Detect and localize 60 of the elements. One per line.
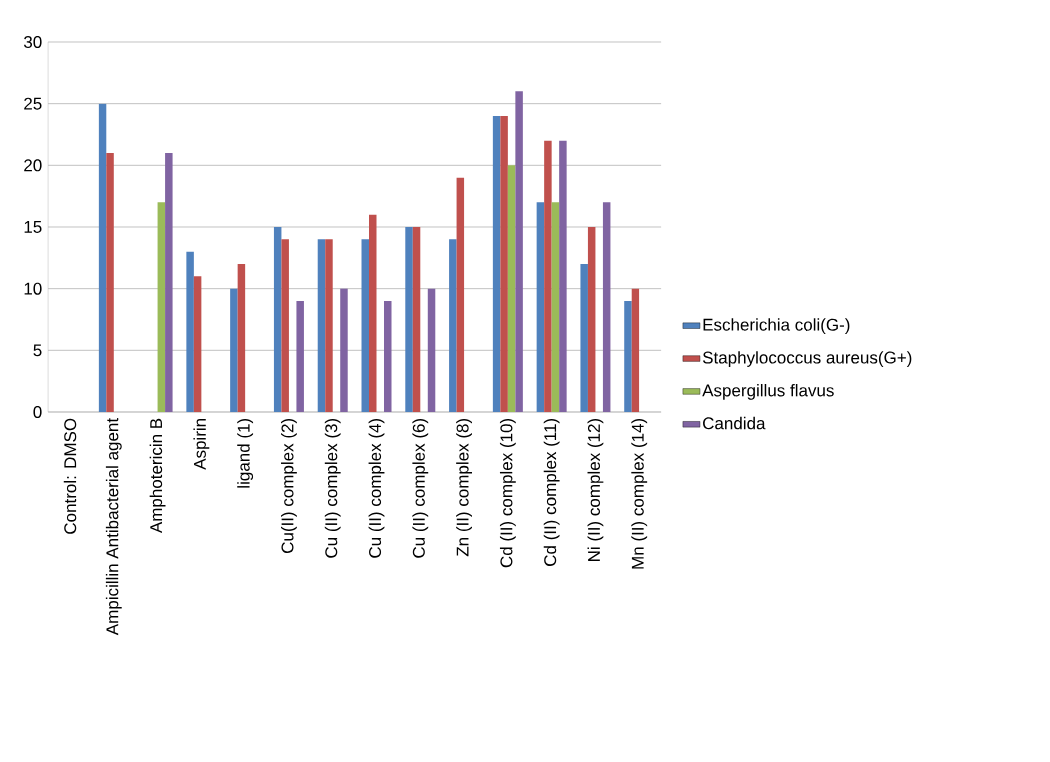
bar bbox=[515, 91, 523, 412]
x-tick-label: Mn (II) complex (14) bbox=[631, 418, 648, 569]
bar bbox=[384, 300, 392, 412]
bar bbox=[273, 226, 282, 412]
y-tick-label: 15 bbox=[24, 221, 42, 233]
x-tick-label: Amphotericin B bbox=[149, 418, 166, 534]
bar bbox=[369, 214, 377, 412]
legend-label: Escherichia coli(G-) bbox=[703, 318, 850, 335]
bar bbox=[427, 288, 436, 412]
bar bbox=[237, 263, 246, 412]
y-tick-label: 20 bbox=[24, 159, 42, 172]
bar bbox=[325, 239, 333, 412]
bar bbox=[405, 226, 413, 412]
bar bbox=[193, 276, 202, 412]
y-tick-label: 25 bbox=[24, 97, 42, 110]
x-tick-label: Zn (II) complex (8) bbox=[456, 418, 472, 557]
bar bbox=[230, 288, 238, 412]
bar bbox=[412, 226, 421, 412]
legend-label: Candida bbox=[703, 416, 766, 430]
legend-label: Aspergillus flavus bbox=[702, 383, 834, 400]
bar bbox=[449, 239, 457, 412]
bar bbox=[98, 103, 107, 412]
x-tick-label: Cu (II) complex (4) bbox=[368, 418, 385, 558]
x-tick-label: Cu (II) complex (6) bbox=[412, 418, 429, 558]
y-tick-label: 30 bbox=[23, 35, 42, 49]
legend-label: Staphylococcus aureus(G+) bbox=[702, 351, 912, 367]
x-tick-label: Cd (II) complex (10) bbox=[499, 418, 516, 568]
bar bbox=[492, 115, 501, 412]
bar bbox=[157, 202, 166, 412]
bar bbox=[281, 239, 289, 412]
x-tick-label: Ampicillin Antibacterial agent bbox=[105, 418, 122, 636]
bar bbox=[340, 288, 348, 412]
x-tick-label: ligand (1) bbox=[237, 418, 254, 488]
bar bbox=[361, 239, 369, 412]
bar bbox=[507, 165, 516, 412]
bar bbox=[186, 251, 194, 412]
x-tick-label: Ni (II) complex (12) bbox=[587, 418, 604, 561]
bar bbox=[559, 140, 567, 412]
x-tick-label: Cd (II) complex (11) bbox=[543, 418, 560, 566]
y-tick-label: 0 bbox=[33, 405, 42, 419]
bar bbox=[631, 288, 640, 412]
y-tick-label: 10 bbox=[24, 282, 42, 295]
x-tick-label: Cu(II) complex (2) bbox=[281, 418, 297, 554]
bar bbox=[580, 263, 588, 412]
bar bbox=[296, 300, 304, 412]
y-tick-label: 5 bbox=[33, 344, 42, 357]
bar bbox=[500, 115, 508, 412]
bar bbox=[551, 202, 560, 412]
bar bbox=[317, 239, 326, 412]
bar bbox=[602, 202, 611, 412]
bar bbox=[587, 226, 596, 412]
bar bbox=[544, 140, 552, 412]
x-tick-label: Control: DMSO bbox=[63, 418, 77, 534]
bar bbox=[106, 152, 114, 412]
bar bbox=[165, 152, 173, 412]
x-tick-label: Aspirin bbox=[193, 418, 210, 470]
bar bbox=[456, 177, 465, 412]
bar bbox=[624, 300, 632, 412]
bar bbox=[536, 202, 545, 412]
x-tick-label: Cu (II) complex (3) bbox=[324, 418, 341, 558]
